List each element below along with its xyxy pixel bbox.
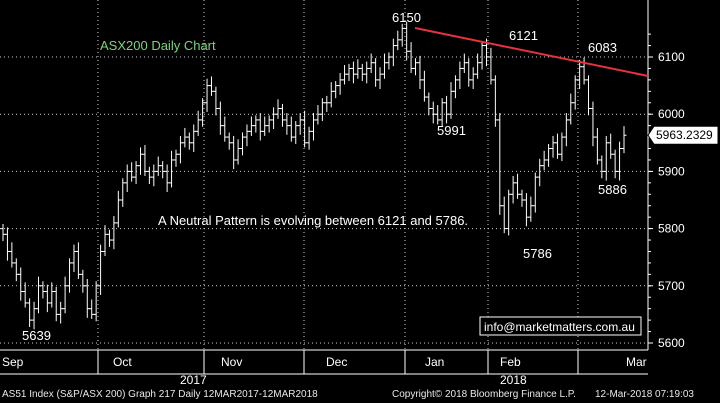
watermark-box: info@marketmatters.com.au — [479, 316, 642, 336]
level-label-5639: 5639 — [22, 328, 51, 343]
level-label-5886: 5886 — [598, 182, 627, 197]
price-chart: Sep Oct Nov Dec Jan Feb Mar 2017 2018 5600 5700 58… — [0, 0, 719, 387]
x-month-label: Nov — [221, 355, 242, 369]
level-label-6150: 6150 — [392, 10, 421, 25]
y-axis: 5600 5700 5800 5900 6000 6100 — [647, 0, 685, 350]
watermark-email: info@marketmatters.com.au — [484, 320, 635, 334]
level-labels: 6150 6121 6083 5991 5886 5786 5639 — [22, 10, 627, 343]
x-month-label: Oct — [113, 355, 132, 369]
x-month-label: Dec — [326, 355, 347, 369]
footer-timestamp: 12-Mar-2018 07:19:03 — [595, 389, 694, 400]
y-tick-label: 6000 — [658, 107, 685, 121]
footer-copyright: Copyright© 2018 Bloomberg Finance L.P. — [392, 389, 576, 400]
resistance-trendline — [414, 27, 649, 77]
y-tick-label: 5900 — [658, 164, 685, 178]
gridlines — [0, 0, 648, 350]
y-tick-label: 5700 — [658, 279, 685, 293]
x-month-label: Sep — [2, 355, 24, 369]
level-label-5786: 5786 — [523, 246, 552, 261]
bloomberg-footer: AS51 Index (S&P/ASX 200) Graph 217 Daily… — [0, 389, 720, 403]
y-tick-label: 5800 — [658, 222, 685, 236]
x-month-label: Jan — [425, 355, 444, 369]
trendline — [414, 27, 649, 77]
chart-title: ASX200 Daily Chart — [100, 38, 216, 53]
x-month-label: Mar — [626, 355, 647, 369]
x-month-label: Feb — [500, 355, 521, 369]
ohlc-bars — [0, 21, 627, 330]
y-tick-label: 5600 — [658, 336, 685, 350]
level-label-6121: 6121 — [509, 28, 538, 43]
last-price-tag: 5963.2329 — [647, 125, 719, 145]
pattern-annotation: A Neutral Pattern is evolving between 61… — [158, 213, 468, 228]
level-label-5991: 5991 — [437, 123, 466, 138]
level-label-6083: 6083 — [588, 40, 617, 55]
y-tick-label: 6100 — [658, 50, 685, 64]
last-price-label: 5963.2329 — [656, 128, 713, 142]
x-year-label: 2018 — [500, 373, 527, 387]
footer-security: AS51 Index (S&P/ASX 200) Graph 217 Daily… — [2, 389, 318, 400]
x-year-label: 2017 — [180, 373, 207, 387]
last-price-box — [647, 125, 719, 145]
x-axis: Sep Oct Nov Dec Jan Feb Mar 2017 2018 — [0, 349, 648, 387]
